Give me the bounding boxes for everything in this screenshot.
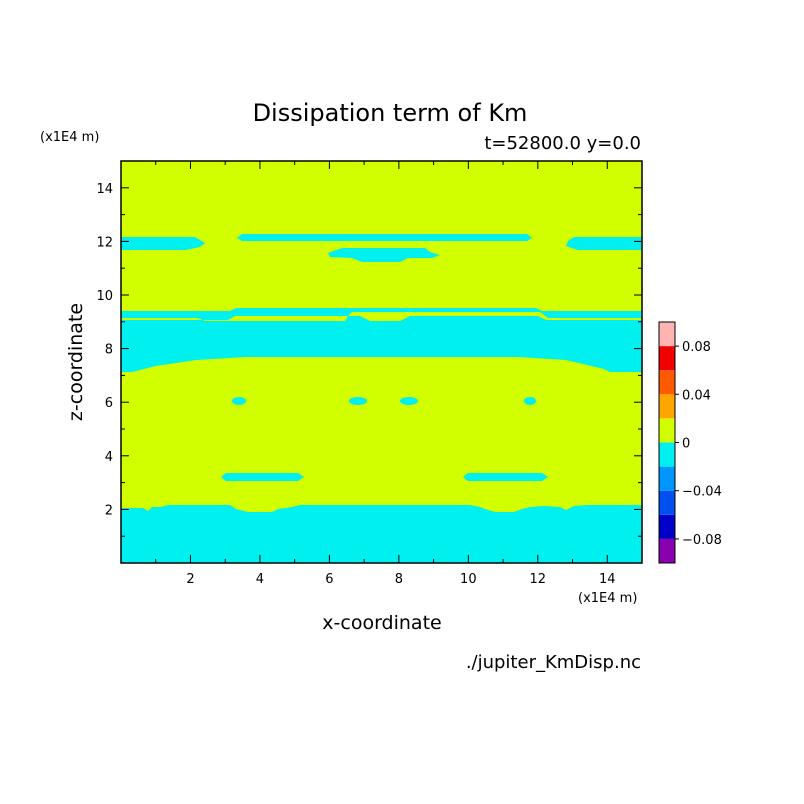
colorbar-cell [659, 394, 675, 419]
colorbar-cell [659, 490, 675, 515]
negative-region-upper-blob [328, 248, 440, 262]
y-tick-label: 10 [96, 289, 113, 304]
negative-dot-2 [349, 397, 367, 405]
negative-region-bottom [121, 505, 642, 563]
chart-title: Dissipation term of Km [253, 99, 528, 127]
y-tick-label: 2 [105, 503, 113, 518]
y-tick-label: 6 [105, 396, 113, 411]
x-tick-label: 14 [599, 572, 616, 587]
negative-region-low-right [463, 473, 548, 481]
x-axis-ticks: 2 4 6 8 10 12 14 [155, 161, 616, 587]
y-tick-label: 8 [105, 343, 113, 358]
colorbar-cell [659, 466, 675, 491]
colorbar-tick-label: 0 [682, 437, 690, 452]
colorbar-tick-label: −0.04 [682, 485, 722, 500]
negative-region-top-center [237, 234, 532, 241]
x-unit-label: (x1E4 m) [578, 591, 637, 606]
negative-dot-1 [232, 397, 246, 405]
chart-subtitle: t=52800.0 y=0.0 [484, 133, 641, 154]
colorbar-cell [659, 322, 675, 347]
y-axis-label: z-coordinate [65, 303, 87, 421]
negative-region-middle [121, 308, 642, 372]
positive-tongue [121, 312, 642, 321]
colorbar-cell [659, 346, 675, 371]
y-tick-label: 4 [105, 450, 113, 465]
negative-region-low-left [221, 473, 304, 481]
colorbar-cell [659, 442, 675, 467]
colorbar-ticks: 0.08 0.04 0 −0.04 −0.08 [675, 340, 722, 548]
colorbar-tick-label: 0.04 [682, 388, 711, 403]
x-tick-label: 2 [186, 572, 194, 587]
colorbar-cell [659, 418, 675, 443]
plot-frame [120, 160, 643, 564]
x-tick-label: 8 [395, 572, 403, 587]
x-axis-label: x-coordinate [322, 612, 441, 634]
x-tick-label: 12 [530, 572, 547, 587]
y-unit-label: (x1E4 m) [40, 130, 99, 145]
colorbar-tick-label: 0.08 [682, 340, 711, 355]
colorbar-cell [659, 538, 675, 563]
source-file-label: ./jupiter_KmDisp.nc [466, 652, 641, 673]
negative-dot-3 [400, 397, 418, 405]
negative-region-top-left [121, 237, 205, 250]
negative-regions [121, 234, 642, 563]
plot-area: 2 4 6 8 10 12 14 2 4 6 8 10 12 14 [96, 160, 643, 587]
x-tick-label: 4 [256, 572, 264, 587]
colorbar-cells [659, 322, 675, 563]
colorbar-cell [659, 370, 675, 395]
y-tick-label: 12 [96, 235, 113, 250]
colorbar-tick-label: −0.08 [682, 533, 722, 548]
x-tick-label: 10 [460, 572, 477, 587]
x-tick-label: 6 [325, 572, 333, 587]
negative-dot-4 [524, 397, 536, 405]
colorbar: 0.08 0.04 0 −0.04 −0.08 [658, 321, 722, 564]
y-tick-label: 14 [96, 182, 113, 197]
plot-background [121, 161, 642, 563]
colorbar-cell [659, 514, 675, 539]
negative-region-top-right [566, 237, 642, 250]
